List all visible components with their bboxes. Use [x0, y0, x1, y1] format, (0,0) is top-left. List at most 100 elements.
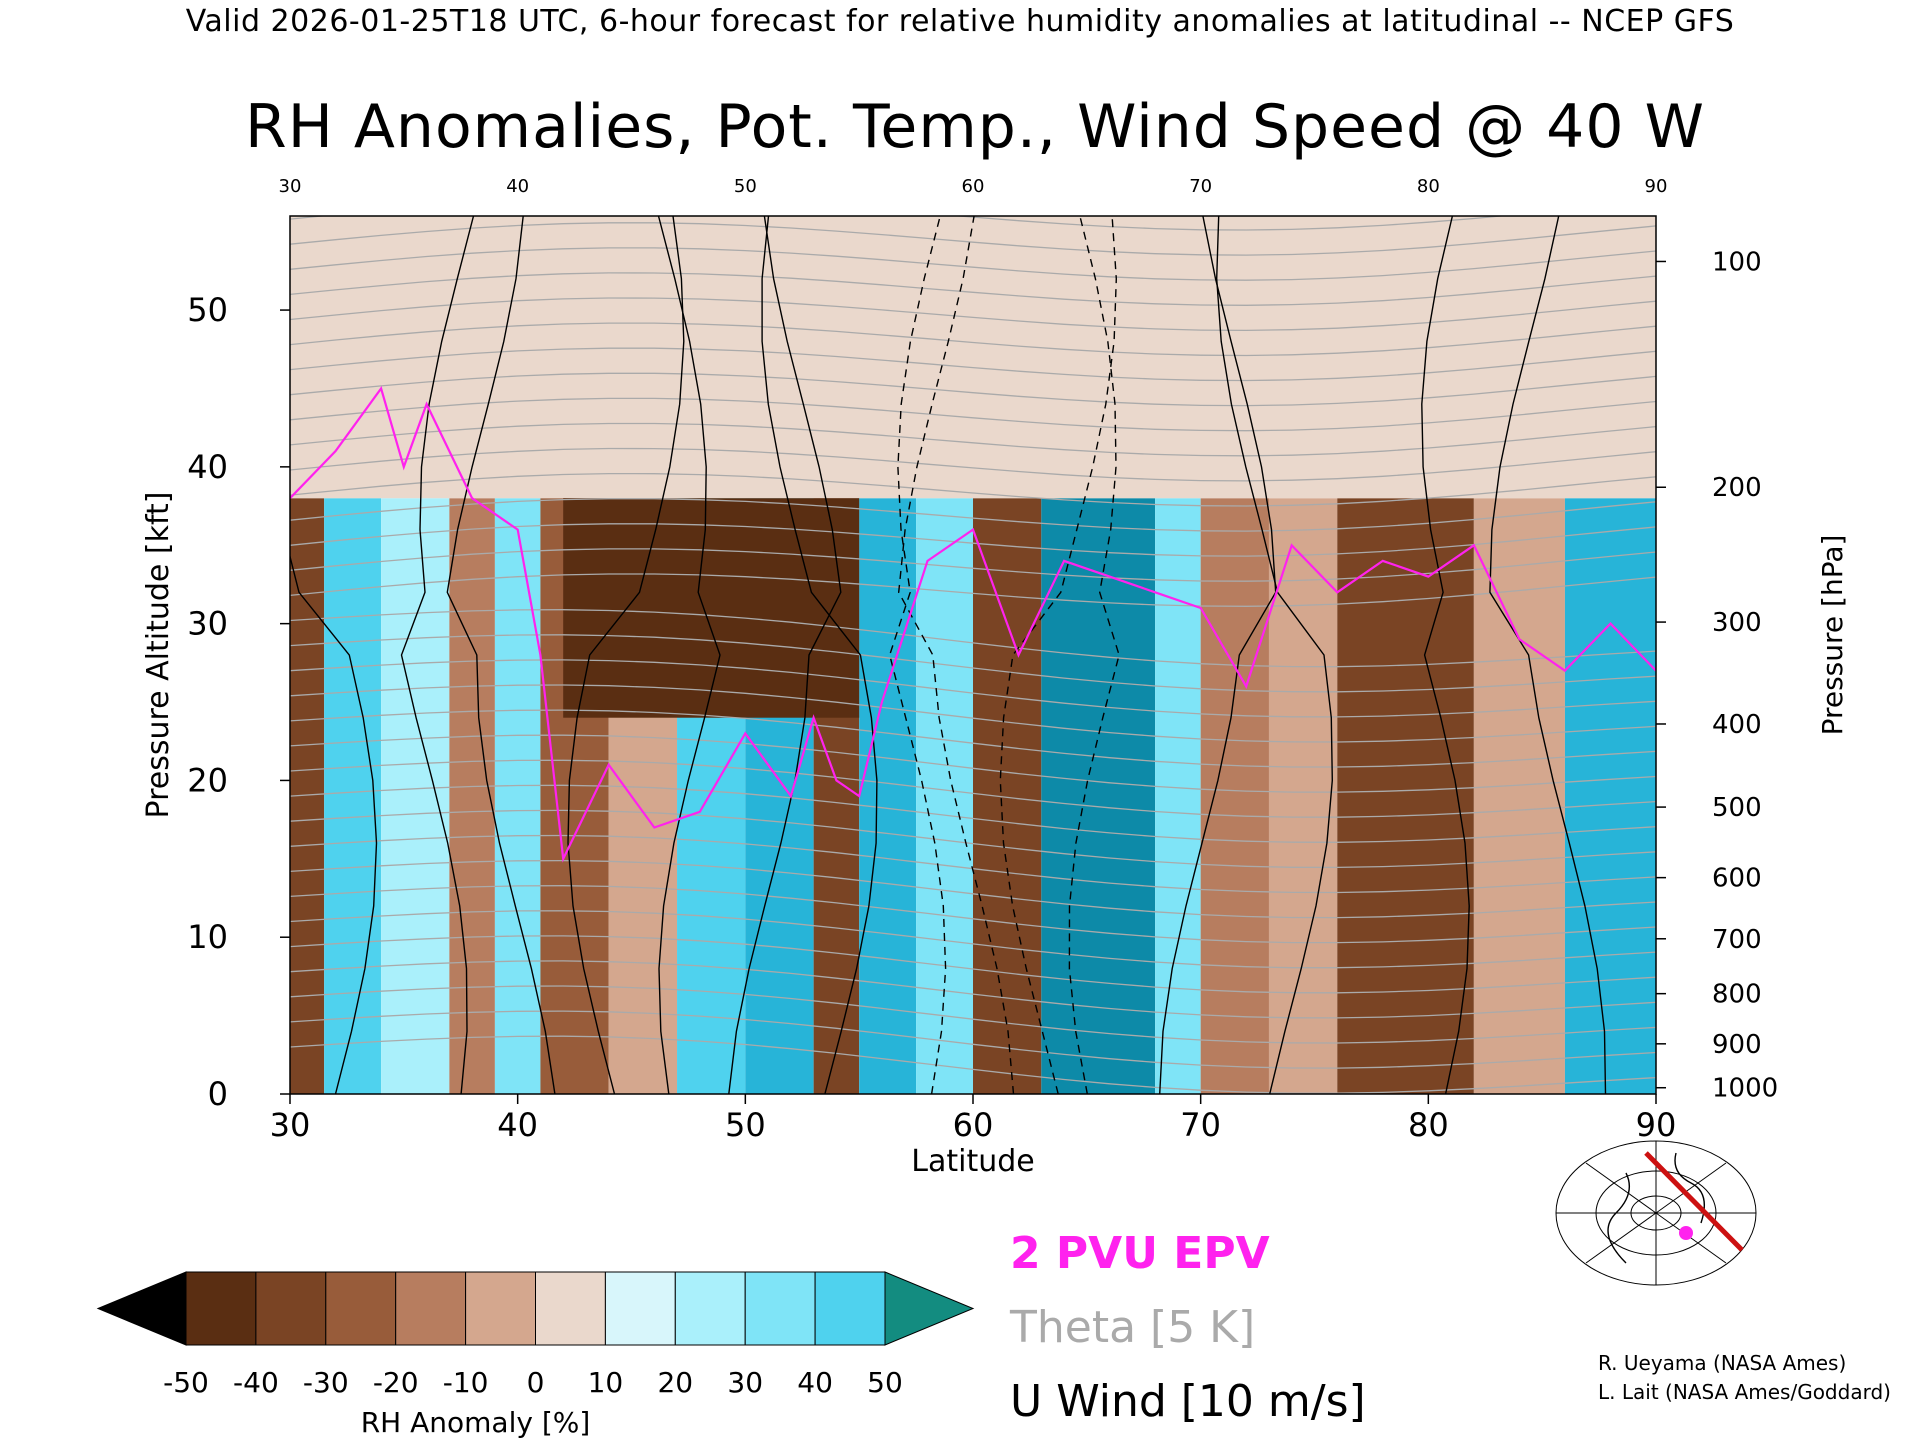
x-tick-label: 30: [270, 1106, 311, 1144]
theta-contour: [290, 548, 1656, 582]
theta-contour: [290, 322, 1656, 357]
pressure-tick-label: 700: [1712, 925, 1762, 955]
wind-legend-label: U Wind [10 m/s]: [1010, 1376, 1366, 1427]
wind-contour: [1421, 216, 1470, 1094]
colorbar-over-arrow: [884, 1271, 975, 1346]
theta-contour: [290, 910, 1656, 969]
theta-legend-label: Theta [5 K]: [1010, 1302, 1256, 1353]
theta-contour: [290, 397, 1656, 432]
wind-contour: [1489, 216, 1607, 1094]
colorbar-tick-label: 10: [588, 1366, 624, 1399]
theta-contour: [290, 272, 1656, 306]
colorbar-tick-label: -50: [163, 1366, 209, 1399]
theta-contour: [290, 347, 1656, 382]
pressure-axis-label: Pressure [hPa]: [1816, 535, 1849, 736]
colorbar: -50 -40 -30 -20 -10 0 10 20 30 40 50 RH Anomaly [%]: [96, 1271, 975, 1439]
header-line: Valid 2026-01-25T18 UTC, 6-hour forecast…: [185, 4, 1735, 39]
pressure-tick-label: 1000: [1712, 1074, 1778, 1104]
x-tick-label: 80: [1408, 1106, 1449, 1144]
wind-contour: [290, 553, 378, 1094]
axes: 30 30 40 40 50 50 60 60 70 70 80 80 90 90 Latitude 0 10 2…: [141, 176, 1849, 1179]
theta-contour: [290, 885, 1656, 944]
colorbar-tick-label: 50: [867, 1366, 903, 1399]
theta-contour: [290, 859, 1656, 919]
rh-band: [449, 498, 495, 1094]
colorbar-swatch: [744, 1271, 816, 1346]
theta-contour: [290, 784, 1656, 843]
pressure-tick-label: 200: [1712, 473, 1762, 503]
theta-contour: [290, 1035, 1656, 1094]
theta-contour: [290, 216, 1508, 231]
theta-contour: [290, 523, 1656, 557]
rh-band: [381, 498, 450, 1094]
pressure-tick-label: 600: [1712, 864, 1762, 894]
x-top-tick-label: 30: [279, 176, 302, 197]
colorbar-tick-label: 30: [727, 1366, 763, 1399]
rh-band: [1473, 498, 1565, 1094]
y-tick-label: 30: [187, 605, 228, 643]
x-tick-label: 50: [725, 1106, 766, 1144]
colorbar-tick-label: 20: [657, 1366, 693, 1399]
colorbar-swatch: [674, 1271, 746, 1346]
wind-contour: [400, 216, 475, 1094]
theta-contour: [290, 684, 1656, 743]
colorbar-swatch: [255, 1271, 327, 1346]
colorbar-tick-label: 40: [797, 1366, 833, 1399]
wind-contour: [1215, 216, 1334, 1094]
theta-contour: [290, 297, 1656, 332]
rh-anomaly-field: [290, 216, 1656, 1094]
theta-contour: [290, 447, 1656, 482]
theta-contour: [290, 935, 1656, 994]
theta-contour: [290, 472, 1656, 507]
pv-legend-label: 2 PVU EPV: [1010, 1228, 1270, 1279]
theta-contour: [290, 498, 1656, 532]
theta-contour: [290, 247, 1656, 281]
rh-band: [1155, 498, 1201, 1094]
wind-contour: [1159, 216, 1277, 1094]
theta-contour: [290, 734, 1656, 793]
wind-contour: [761, 216, 878, 1094]
rh-band: [1200, 498, 1269, 1094]
colorbar-swatch: [325, 1271, 397, 1346]
pv-line-layer: [290, 386, 1656, 863]
pressure-tick-label: 900: [1712, 1030, 1762, 1060]
rh-band: [973, 498, 1042, 1094]
pressure-tick-label: 800: [1712, 980, 1762, 1010]
wind-contour: [657, 216, 721, 1094]
theta-contour: [290, 709, 1656, 768]
rh-band: [1564, 498, 1656, 1094]
theta-contour: [290, 985, 1656, 1044]
rh-band: [859, 498, 917, 1094]
theta-contour: [290, 960, 1656, 1019]
wind-contour: [728, 216, 842, 1094]
pressure-tick-label: 100: [1712, 247, 1762, 277]
colorbar-swatch: [395, 1271, 467, 1346]
x-top-tick-label: 70: [1189, 176, 1212, 197]
wind-contours: [290, 216, 1607, 1094]
colorbar-swatch: [185, 1271, 257, 1346]
wind-contour: [1068, 216, 1120, 1094]
colorbar-swatch: [814, 1271, 886, 1346]
wind-contour: [446, 216, 556, 1094]
y-tick-label: 20: [187, 761, 228, 799]
rh-band: [1041, 498, 1156, 1094]
y-tick-label: 10: [187, 918, 228, 956]
pressure-tick-label: 400: [1712, 710, 1762, 740]
theta-contour: [290, 573, 1656, 607]
x-axis-label: Latitude: [911, 1144, 1034, 1179]
y-axis-label: Pressure Altitude [kft]: [141, 492, 176, 819]
wind-contour: [567, 216, 685, 1094]
colorbar-tick-label: 0: [527, 1366, 545, 1399]
rh-dry-core: [563, 498, 860, 718]
theta-contour: [290, 372, 1656, 407]
y-tick-label: 40: [187, 448, 228, 486]
y-tick-label: 50: [187, 291, 228, 329]
chart-title: RH Anomalies, Pot. Temp., Wind Speed @ 4…: [245, 92, 1705, 162]
pressure-tick-label: 300: [1712, 608, 1762, 638]
colorbar-tick-label: -30: [303, 1366, 349, 1399]
x-tick-label: 90: [1636, 1106, 1677, 1144]
colorbar-label: RH Anomaly [%]: [361, 1406, 591, 1439]
colorbar-swatch: [604, 1271, 676, 1346]
colorbar-tick-label: -20: [373, 1366, 419, 1399]
theta-contour: [290, 809, 1656, 869]
